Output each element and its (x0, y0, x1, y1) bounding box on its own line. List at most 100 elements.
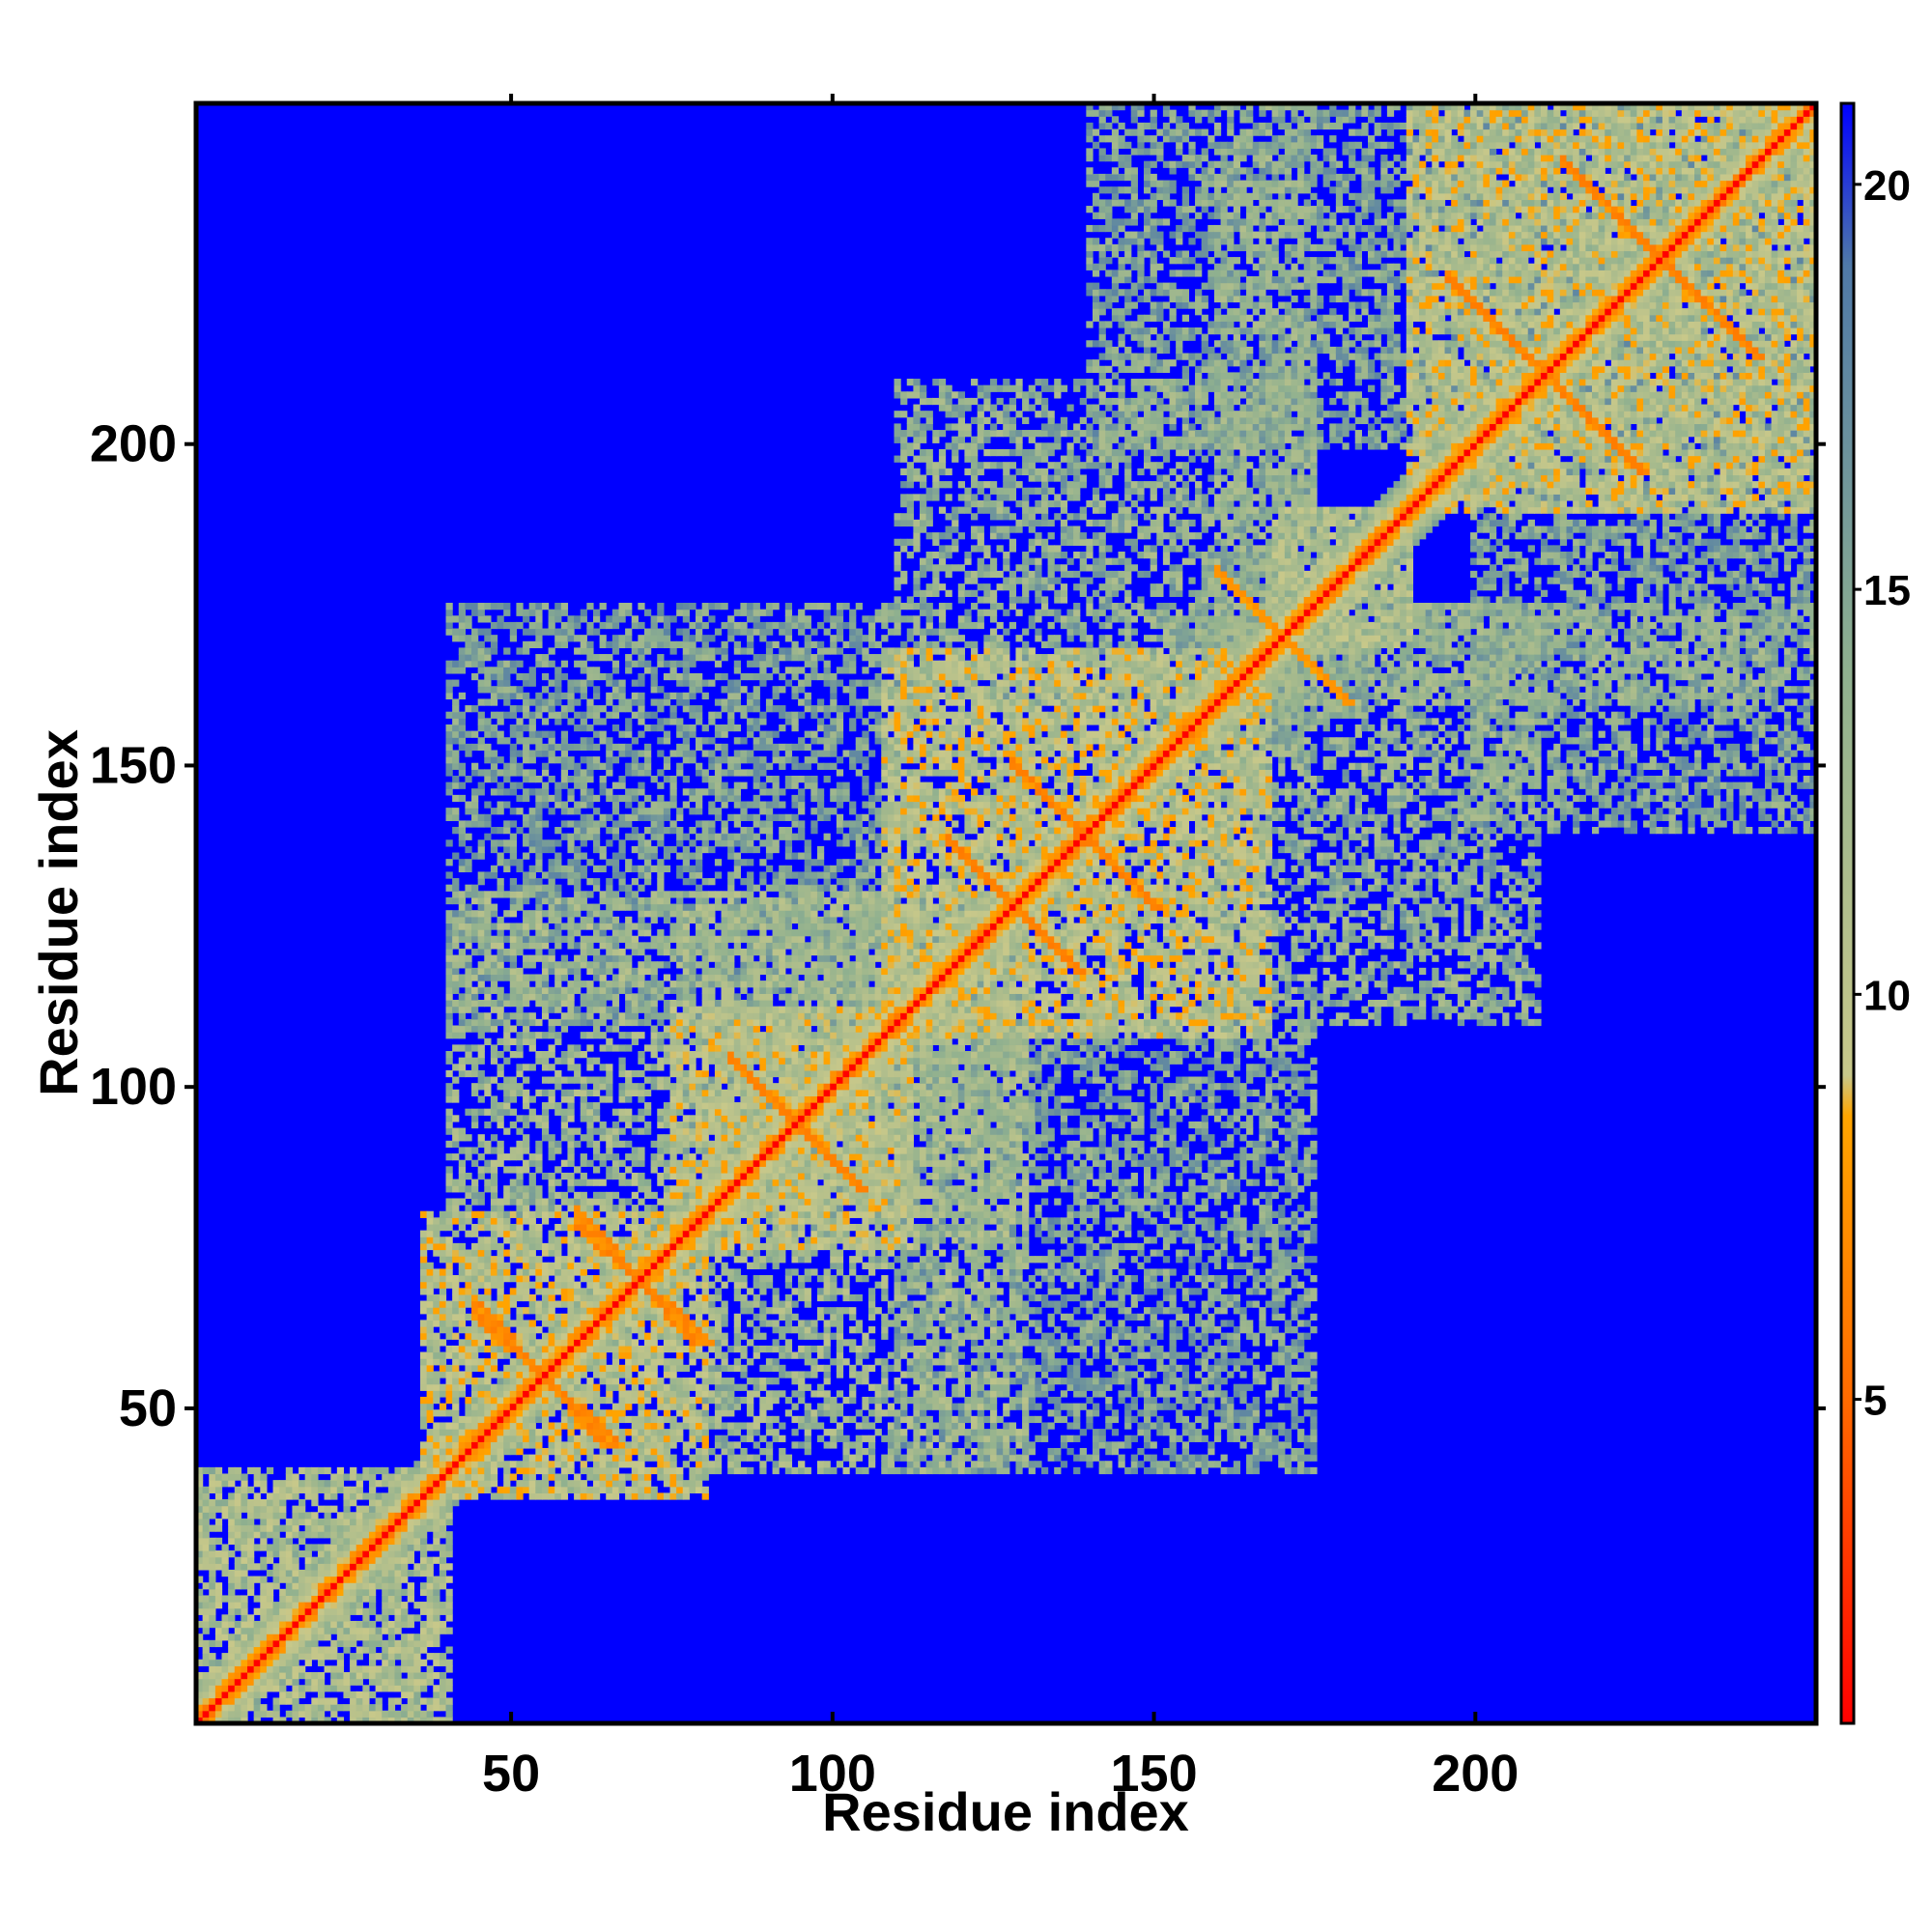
heatmap-cell (337, 1640, 344, 1647)
heatmap-cell (574, 834, 581, 840)
heatmap-cell (586, 1243, 593, 1250)
heatmap-cell (606, 1314, 612, 1321)
heatmap-cell (549, 1192, 555, 1199)
heatmap-cell (567, 1000, 574, 1007)
heatmap-cell (260, 1499, 267, 1506)
heatmap-cell (273, 1577, 280, 1583)
heatmap-cell (330, 1492, 337, 1499)
heatmap-cell (554, 1077, 561, 1084)
heatmap-cell (420, 1326, 427, 1333)
heatmap-cell (311, 1499, 318, 1506)
heatmap-cell (446, 1026, 453, 1033)
heatmap-cell (606, 693, 612, 699)
heatmap-cell (484, 949, 491, 955)
heatmap-cell (523, 1422, 529, 1429)
heatmap-cell (235, 1595, 242, 1602)
heatmap-cell (203, 1531, 210, 1538)
heatmap-cell (664, 718, 670, 724)
heatmap-cell (452, 929, 459, 936)
heatmap-cell (362, 1685, 369, 1691)
heatmap-cell (600, 1231, 607, 1237)
heatmap-cell (510, 1397, 517, 1404)
heatmap-cell (625, 1032, 632, 1038)
heatmap-cell (535, 1378, 542, 1384)
heatmap-cell (574, 974, 581, 980)
heatmap-cell (254, 1704, 261, 1711)
heatmap-cell (235, 1660, 242, 1666)
heatmap-cell (478, 744, 485, 751)
heatmap-cell (440, 1268, 446, 1275)
heatmap-cell (523, 1231, 529, 1237)
heatmap-cell (305, 1653, 312, 1660)
heatmap-cell (535, 1346, 542, 1352)
heatmap-cell (593, 1153, 600, 1160)
heatmap-cell (612, 1339, 619, 1346)
heatmap-cell (651, 1268, 658, 1275)
heatmap-cell (420, 1288, 427, 1294)
heatmap-cell (554, 980, 561, 987)
heatmap-cell (612, 1153, 619, 1160)
heatmap-cell (644, 1064, 651, 1070)
heatmap-cell (593, 686, 600, 693)
heatmap-cell (286, 1538, 293, 1545)
heatmap-cell (318, 1582, 325, 1589)
heatmap-cell (523, 1256, 529, 1263)
heatmap-cell (567, 1409, 574, 1416)
heatmap-cell (600, 1083, 607, 1090)
heatmap-cell (330, 1538, 337, 1545)
heatmap-cell (625, 1141, 632, 1148)
heatmap-cell (593, 1365, 600, 1372)
heatmap-cell (529, 1326, 536, 1333)
heatmap-cell (657, 814, 664, 821)
heatmap-cell (554, 1275, 561, 1282)
heatmap-cell (586, 647, 593, 654)
heatmap-cell (503, 859, 510, 866)
heatmap-cell (581, 1390, 587, 1397)
heatmap-cell (625, 1249, 632, 1256)
heatmap-cell (651, 853, 658, 860)
heatmap-cell (535, 698, 542, 705)
heatmap-cell (215, 1685, 222, 1691)
heatmap-cell (452, 1205, 459, 1211)
heatmap-cell (581, 1333, 587, 1340)
heatmap-cell (529, 866, 536, 872)
heatmap-cell (330, 1506, 337, 1513)
heatmap-cell (311, 1634, 318, 1640)
heatmap-cell (581, 635, 587, 641)
heatmap-cell (452, 897, 459, 904)
heatmap-cell (567, 1320, 574, 1326)
heatmap-cell (459, 859, 466, 866)
heatmap-cell (618, 705, 625, 712)
heatmap-cell (503, 1128, 510, 1135)
heatmap-cell (286, 1582, 293, 1589)
heatmap-cell (433, 1358, 440, 1365)
heatmap-cell (337, 1467, 344, 1474)
heatmap-cell (260, 1653, 267, 1660)
heatmap-cell (612, 1352, 619, 1359)
heatmap-cell (638, 1236, 644, 1243)
heatmap-cell (484, 1314, 491, 1321)
heatmap-cell (644, 1365, 651, 1372)
heatmap-cell (625, 866, 632, 872)
heatmap-cell (638, 1051, 644, 1058)
heatmap-cell (549, 871, 555, 878)
heatmap-cell (279, 1634, 286, 1640)
heatmap-cell (209, 1467, 215, 1474)
heatmap-cell (459, 731, 466, 738)
heatmap-cell (471, 1480, 478, 1487)
heatmap-cell (529, 1487, 536, 1493)
heatmap-cell (549, 1077, 555, 1084)
heatmap-cell (369, 1487, 376, 1493)
heatmap-cell (325, 1589, 331, 1596)
heatmap-cell (567, 1275, 574, 1282)
heatmap-cell (440, 1492, 446, 1499)
heatmap-cell (644, 1352, 651, 1359)
heatmap-cell (497, 1147, 504, 1153)
heatmap-cell (350, 1679, 356, 1686)
heatmap-cell (600, 1467, 607, 1474)
heatmap-cell (618, 1352, 625, 1359)
heatmap-cell (459, 693, 466, 699)
heatmap-cell (581, 1000, 587, 1007)
heatmap-cell (446, 1275, 453, 1282)
heatmap-cell (241, 1697, 247, 1704)
